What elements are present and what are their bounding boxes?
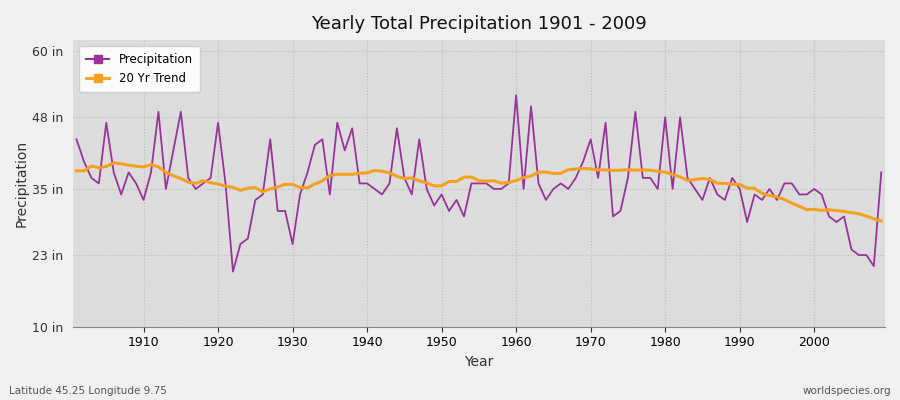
- Text: Latitude 45.25 Longitude 9.75: Latitude 45.25 Longitude 9.75: [9, 386, 166, 396]
- Y-axis label: Precipitation: Precipitation: [15, 140, 29, 227]
- Title: Yearly Total Precipitation 1901 - 2009: Yearly Total Precipitation 1901 - 2009: [311, 15, 647, 33]
- Legend: Precipitation, 20 Yr Trend: Precipitation, 20 Yr Trend: [78, 46, 200, 92]
- Text: worldspecies.org: worldspecies.org: [803, 386, 891, 396]
- X-axis label: Year: Year: [464, 355, 493, 369]
